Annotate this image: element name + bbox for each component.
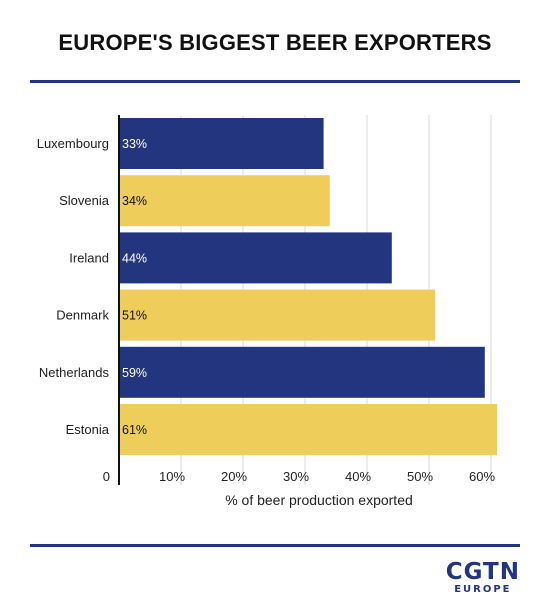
category-label: Estonia xyxy=(66,422,110,437)
bar xyxy=(119,175,330,227)
data-label: 44% xyxy=(122,251,147,265)
logo-sub-text: EUROPE xyxy=(454,584,512,595)
bar xyxy=(119,118,324,169)
category-label: Luxembourg xyxy=(37,136,109,151)
x-tick-label: 0 xyxy=(103,469,110,484)
data-label: 59% xyxy=(122,366,147,380)
category-label: Netherlands xyxy=(39,365,110,380)
x-tick-label: 60% xyxy=(469,469,495,484)
top-divider xyxy=(30,80,520,83)
bar xyxy=(119,404,498,455)
bottom-divider xyxy=(30,544,520,547)
x-tick-label: 50% xyxy=(407,469,433,484)
bar-chart: 0 10% 20% 30% 40% 50% 60% 33% Luxembourg 34% Slove… xyxy=(37,115,498,508)
x-tick-label: 30% xyxy=(283,469,309,484)
bar xyxy=(119,289,436,341)
x-tick-label: 10% xyxy=(159,469,185,484)
bar xyxy=(119,232,392,284)
data-label: 51% xyxy=(122,309,147,323)
category-label: Ireland xyxy=(69,250,109,265)
data-label: 61% xyxy=(122,423,147,437)
x-tick-label: 20% xyxy=(221,469,247,484)
logo-main-text: CGTN xyxy=(445,559,520,585)
x-tick-label: 40% xyxy=(345,469,371,484)
x-axis-label: % of beer production exported xyxy=(225,492,413,508)
category-label: Slovenia xyxy=(59,193,110,208)
cgtn-europe-logo: CGTN EUROPE xyxy=(446,560,520,596)
data-label: 34% xyxy=(122,194,147,208)
bar xyxy=(119,346,485,398)
category-label: Denmark xyxy=(56,308,109,323)
chart-title: EUROPE'S BIGGEST BEER EXPORTERS xyxy=(58,30,492,55)
data-label: 33% xyxy=(122,137,147,151)
